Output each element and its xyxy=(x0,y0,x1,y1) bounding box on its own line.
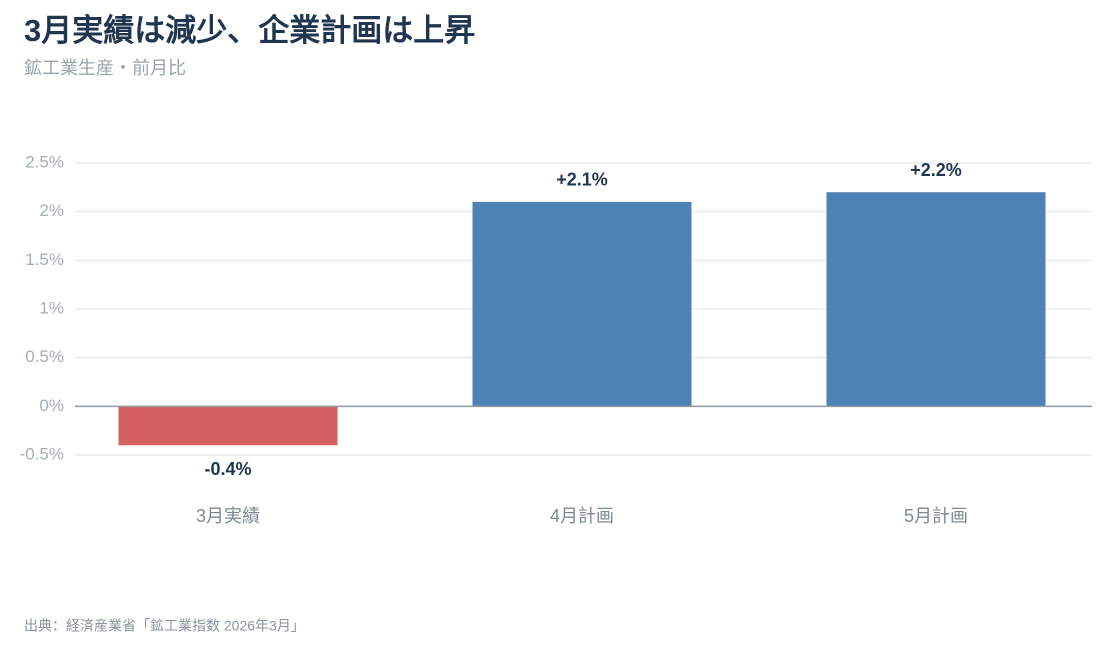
chart-subtitle: 鉱工業生産・前月比 xyxy=(24,58,186,78)
y-tick-label: 2% xyxy=(39,201,64,220)
y-tick-label: 1.5% xyxy=(25,250,64,269)
y-tick-label: -0.5% xyxy=(20,444,64,463)
chart-title: 3月実績は減少、企業計画は上昇 xyxy=(24,13,475,48)
y-tick-label: 2.5% xyxy=(25,152,64,171)
bar xyxy=(118,406,338,446)
bar xyxy=(472,201,692,407)
x-tick-label: 5月計画 xyxy=(904,506,968,526)
x-tick-label: 4月計画 xyxy=(550,506,614,526)
y-tick-label: 0.5% xyxy=(25,347,64,366)
value-label: +2.2% xyxy=(910,160,962,180)
x-tick-label: 3月実績 xyxy=(196,506,260,526)
bar xyxy=(826,192,1046,407)
value-label: -0.4% xyxy=(204,459,251,479)
y-tick-label: 1% xyxy=(39,298,64,317)
y-tick-label: 0% xyxy=(39,396,64,415)
value-label: +2.1% xyxy=(556,170,608,190)
source-note: 出典：経済産業省「鉱工業指数 2026年3月」 xyxy=(24,618,305,634)
